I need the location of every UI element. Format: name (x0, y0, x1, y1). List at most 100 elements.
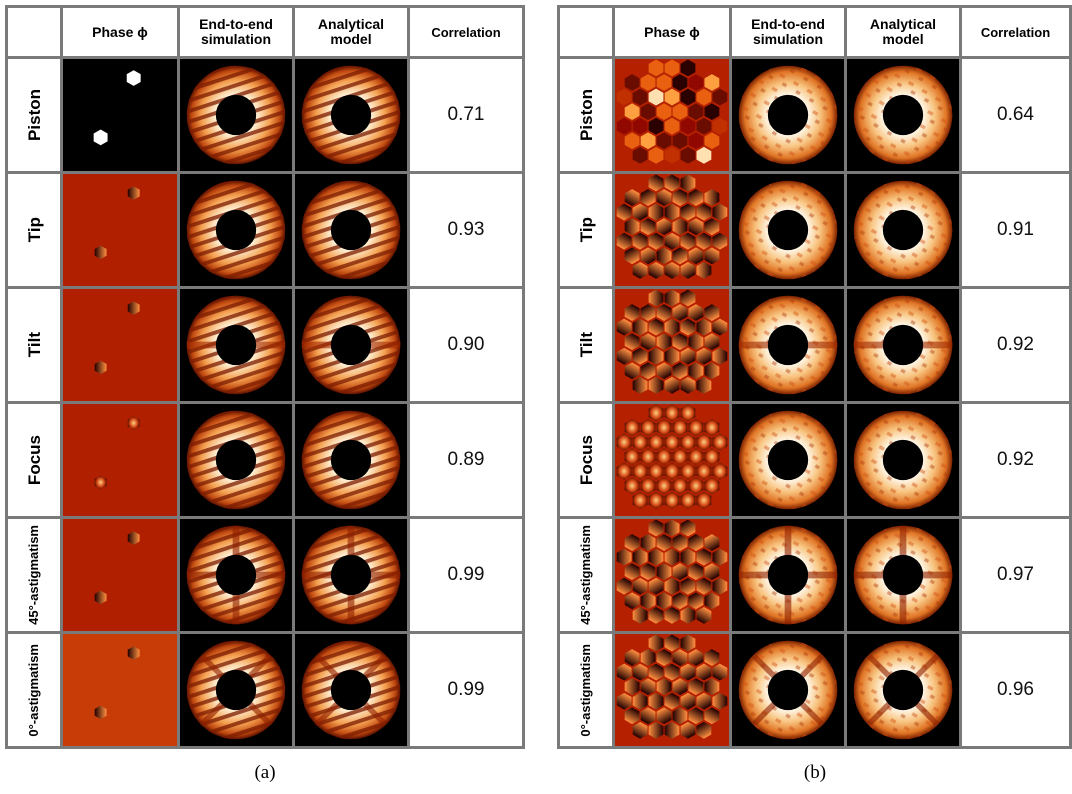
phase-map (63, 174, 177, 286)
phase-cell (615, 174, 729, 286)
simulation-psf (186, 640, 286, 740)
row-label: Tilt (576, 332, 596, 358)
phase-map (615, 634, 729, 746)
row-label: Piston (24, 89, 44, 141)
correlation-cell: 0.90 (410, 289, 522, 401)
simulation-cell (180, 59, 292, 171)
simulation-psf (186, 180, 286, 280)
row-label-cell: Focus (8, 404, 60, 516)
row-label-cell: Focus (560, 404, 612, 516)
simulation-psf (738, 180, 838, 280)
simulation-cell (732, 289, 844, 401)
phase-map (63, 519, 177, 631)
column-header: Analytical model (869, 16, 937, 47)
model-cell (847, 634, 959, 746)
correlation-value: 0.71 (447, 104, 485, 125)
row-label-cell: 0°-astigmatism (8, 634, 60, 746)
correlation-value: 0.89 (447, 449, 485, 470)
row-label-cell: 45°-astigmatism (560, 519, 612, 631)
correlation-cell: 0.97 (962, 519, 1069, 631)
phase-cell (63, 174, 177, 286)
simulation-psf (186, 525, 286, 625)
simulation-cell (732, 59, 844, 171)
correlation-cell: 0.96 (962, 634, 1069, 746)
model-psf (853, 410, 953, 510)
column-header: End-to-end simulation (751, 16, 825, 47)
model-psf (853, 640, 953, 740)
simulation-cell (732, 404, 844, 516)
phase-cell (63, 519, 177, 631)
table-a: Phase ϕ End-to-end simulation Analytical m… (5, 5, 525, 749)
model-psf (853, 525, 953, 625)
phase-map (615, 404, 729, 516)
row-label-cell: Tilt (8, 289, 60, 401)
correlation-cell: 0.92 (962, 404, 1069, 516)
model-cell (847, 289, 959, 401)
phase-cell (615, 519, 729, 631)
model-cell (847, 59, 959, 171)
model-cell (847, 174, 959, 286)
model-cell (847, 404, 959, 516)
simulation-cell (180, 404, 292, 516)
model-psf (301, 180, 401, 280)
correlation-cell: 0.92 (962, 289, 1069, 401)
phase-map (615, 174, 729, 286)
simulation-psf (186, 65, 286, 165)
column-header: Phase ϕ (92, 23, 148, 40)
row-label: Tilt (24, 332, 44, 358)
correlation-value: 0.97 (997, 564, 1034, 585)
correlation-cell: 0.99 (410, 634, 522, 746)
phase-map (615, 59, 729, 171)
correlation-value: 0.96 (997, 679, 1034, 700)
model-psf (301, 295, 401, 395)
header-cell: Analytical model (295, 8, 407, 56)
column-header: Phase ϕ (644, 23, 700, 40)
column-header: Correlation (431, 24, 501, 40)
correlation-value: 0.99 (447, 679, 485, 700)
row-label-cell: 0°-astigmatism (560, 634, 612, 746)
row-label: Focus (24, 434, 44, 486)
row-label: 45°-astigmatism (26, 525, 41, 625)
correlation-cell: 0.64 (962, 59, 1069, 171)
correlation-cell: 0.71 (410, 59, 522, 171)
row-label: Tip (24, 217, 44, 243)
correlation-value: 0.91 (997, 219, 1034, 240)
model-psf (301, 410, 401, 510)
header-cell: Correlation (962, 8, 1069, 56)
simulation-cell (732, 634, 844, 746)
phase-map (63, 634, 177, 746)
header-cell: Correlation (410, 8, 522, 56)
row-label-cell: Piston (560, 59, 612, 171)
phase-cell (615, 59, 729, 171)
model-psf (301, 640, 401, 740)
phase-map (63, 289, 177, 401)
corner-cell (8, 8, 60, 56)
phase-cell (63, 634, 177, 746)
correlation-cell: 0.93 (410, 174, 522, 286)
model-psf (853, 295, 953, 395)
correlation-value: 0.92 (997, 334, 1034, 355)
row-label: 0°-astigmatism (26, 643, 41, 737)
correlation-value: 0.99 (447, 564, 485, 585)
model-cell (847, 519, 959, 631)
correlation-cell: 0.91 (962, 174, 1069, 286)
model-cell (295, 404, 407, 516)
row-label: Focus (576, 434, 596, 486)
phase-cell (615, 634, 729, 746)
simulation-psf (738, 410, 838, 510)
simulation-cell (732, 519, 844, 631)
correlation-value: 0.64 (997, 104, 1034, 125)
header-cell: End-to-end simulation (732, 8, 844, 56)
simulation-psf (738, 525, 838, 625)
caption: (a) (254, 762, 276, 783)
simulation-cell (180, 519, 292, 631)
phase-map (615, 289, 729, 401)
row-label: Tip (576, 217, 596, 243)
phase-cell (615, 289, 729, 401)
column-header: End-to-end simulation (199, 16, 273, 47)
row-label: 45°-astigmatism (578, 525, 593, 625)
header-cell: End-to-end simulation (180, 8, 292, 56)
header-cell: Analytical model (847, 8, 959, 56)
row-label-cell: Tilt (560, 289, 612, 401)
